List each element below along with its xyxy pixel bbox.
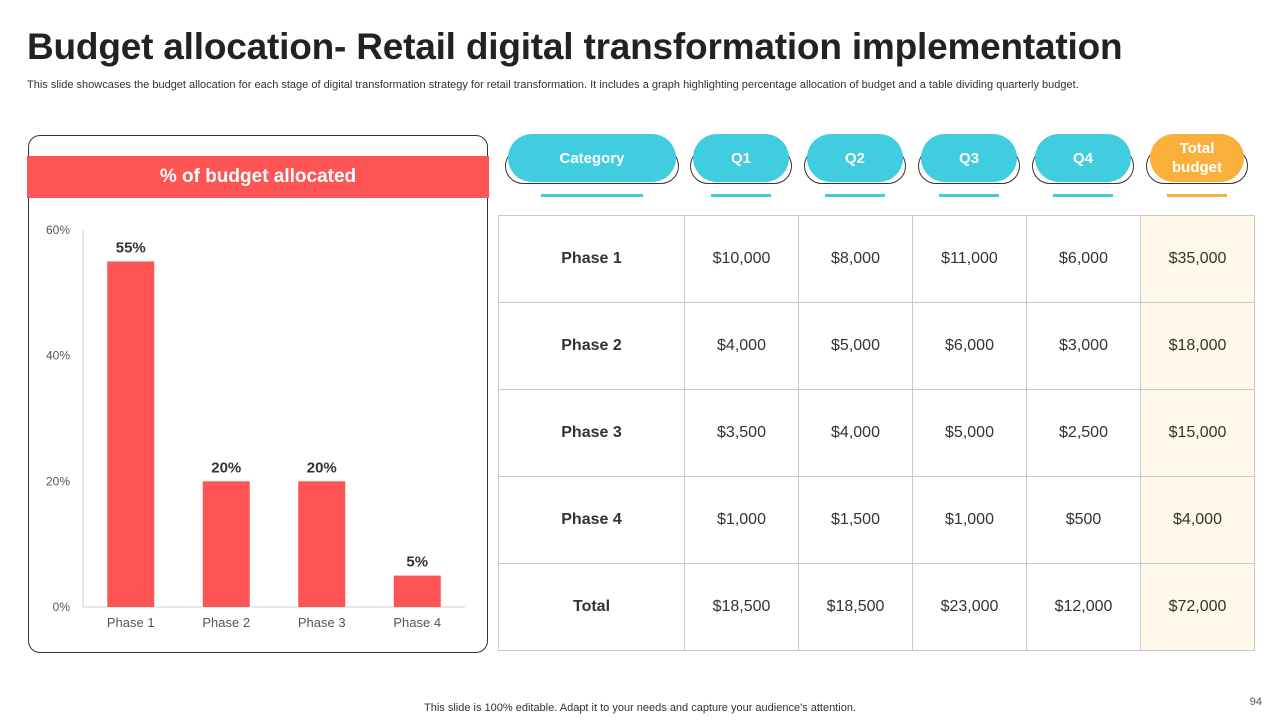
- budget-table: Phase 1 $10,000 $8,000 $11,000 $6,000 $35,000…: [498, 215, 1255, 651]
- header-q2: Q2: [804, 134, 906, 198]
- table-cell: $6,000: [912, 302, 1027, 390]
- table-cell: $500: [1026, 476, 1141, 564]
- header-total-pill: Total budget: [1150, 134, 1244, 182]
- page-title: Budget allocation- Retail digital transf…: [27, 26, 1123, 67]
- table-cell: $3,000: [1026, 302, 1141, 390]
- bar-phase-2: [202, 481, 250, 607]
- table-cell: $2,500: [1026, 389, 1141, 477]
- header-q1-underline: [711, 194, 771, 197]
- row-label: Phase 3: [498, 389, 685, 477]
- header-total-budget: Total budget: [1146, 134, 1248, 198]
- header-q2-underline: [825, 194, 885, 197]
- table-row: Phase 4 $1,000 $1,500 $1,000 $500 $4,000: [498, 476, 1255, 564]
- row-label: Phase 4: [498, 476, 685, 564]
- table-cell: $12,000: [1026, 563, 1141, 651]
- table-cell: $5,000: [912, 389, 1027, 477]
- table-row: Phase 3 $3,500 $4,000 $5,000 $2,500 $15,000: [498, 389, 1255, 477]
- header-total-underline: [1167, 194, 1227, 197]
- table-row: Phase 1 $10,000 $8,000 $11,000 $6,000 $35,000: [498, 215, 1255, 303]
- x-tick-label: Phase 2: [202, 615, 250, 630]
- table-row: Phase 2 $4,000 $5,000 $6,000 $3,000 $18,000: [498, 302, 1255, 390]
- table-cell: $3,500: [684, 389, 799, 477]
- bar-phase-3: [298, 481, 346, 607]
- bar-value-label: 20%: [211, 459, 241, 476]
- header-q3-underline: [939, 194, 999, 197]
- header-q4: Q4: [1032, 134, 1134, 198]
- header-category-underline: [541, 194, 643, 197]
- row-label: Phase 2: [498, 302, 685, 390]
- chart-header: % of budget allocated: [27, 156, 489, 198]
- page-subtitle: This slide showcases the budget allocati…: [27, 79, 1079, 91]
- bar-phase-4: [393, 575, 441, 607]
- x-tick-label: Phase 3: [298, 615, 346, 630]
- header-q1: Q1: [690, 134, 792, 198]
- y-tick-label: 60%: [46, 223, 70, 237]
- bar-phase-1: [107, 261, 155, 607]
- bar-value-label: 55%: [116, 239, 146, 256]
- bar-value-label: 20%: [307, 459, 337, 476]
- bar-value-label: 5%: [406, 554, 428, 571]
- total-cell: $35,000: [1140, 215, 1255, 303]
- table-cell: $23,000: [912, 563, 1027, 651]
- row-label: Phase 1: [498, 215, 685, 303]
- table-cell: $8,000: [798, 215, 913, 303]
- header-q1-pill: Q1: [693, 134, 789, 182]
- total-cell: $18,000: [1140, 302, 1255, 390]
- table-cell: $18,500: [684, 563, 799, 651]
- table-cell: $18,500: [798, 563, 913, 651]
- header-q4-pill: Q4: [1035, 134, 1131, 182]
- table-row: Total $18,500 $18,500 $23,000 $12,000 $72,000: [498, 563, 1255, 651]
- table-cell: $4,000: [798, 389, 913, 477]
- x-tick-label: Phase 1: [107, 615, 155, 630]
- total-cell: $15,000: [1140, 389, 1255, 477]
- y-tick-label: 40%: [46, 349, 70, 363]
- header-category: Category: [505, 134, 679, 198]
- table-cell: $5,000: [798, 302, 913, 390]
- total-cell: $72,000: [1140, 563, 1255, 651]
- footer-note: This slide is 100% editable. Adapt it to…: [424, 702, 856, 714]
- row-label: Total: [498, 563, 685, 651]
- table-cell: $10,000: [684, 215, 799, 303]
- page-number: 94: [1249, 696, 1262, 708]
- table-cell: $4,000: [684, 302, 799, 390]
- header-q3-pill: Q3: [921, 134, 1017, 182]
- table-cell: $1,500: [798, 476, 913, 564]
- header-q4-underline: [1053, 194, 1113, 197]
- table-cell: $11,000: [912, 215, 1027, 303]
- x-tick-label: Phase 4: [393, 615, 441, 630]
- header-q2-pill: Q2: [807, 134, 903, 182]
- table-cell: $1,000: [684, 476, 799, 564]
- y-tick-label: 20%: [46, 474, 70, 488]
- table-cell: $1,000: [912, 476, 1027, 564]
- budget-bar-chart: 0% 20% 40% 60% 55% Phase 1 20% Phase 2 20% Phase …: [46, 223, 465, 630]
- header-q3: Q3: [918, 134, 1020, 198]
- total-cell: $4,000: [1140, 476, 1255, 564]
- header-category-pill: Category: [508, 134, 676, 182]
- y-tick-label: 0%: [53, 600, 71, 614]
- table-cell: $6,000: [1026, 215, 1141, 303]
- chart-panel: [28, 135, 488, 653]
